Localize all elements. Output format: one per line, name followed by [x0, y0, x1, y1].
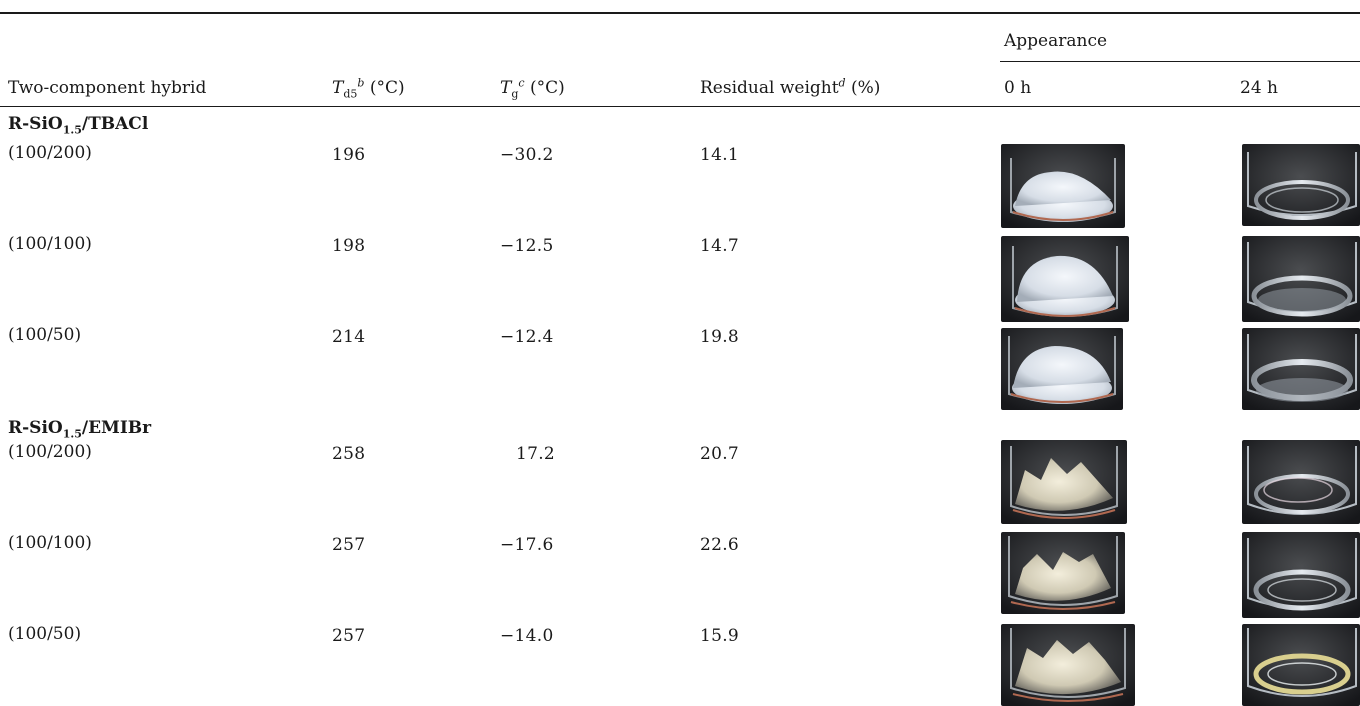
- tg-footnote: c: [518, 76, 525, 90]
- sample-photo-24h: [1242, 144, 1360, 226]
- sample-photo-0h: [1001, 328, 1123, 410]
- row-ratio: (100/50): [8, 325, 82, 345]
- row-residual: 14.1: [700, 145, 740, 165]
- row-ratio: (100/200): [8, 143, 92, 163]
- row-tg: −14.0: [500, 626, 554, 646]
- column-header-24h: 24 h: [1240, 78, 1278, 98]
- tg-subscript: g: [511, 87, 519, 101]
- group-title-suffix: /TBACl: [81, 114, 149, 134]
- tg-symbol: T: [500, 78, 512, 98]
- top-rule: [0, 12, 1360, 14]
- column-header-hybrid: Two-component hybrid: [8, 78, 207, 98]
- row-td5: 198: [332, 236, 366, 256]
- row-tg: 17.2: [516, 444, 556, 464]
- header-bottom-rule: [0, 106, 1360, 107]
- appearance-rule: [1000, 61, 1360, 62]
- row-residual: 22.6: [700, 535, 740, 555]
- row-residual: 20.7: [700, 444, 740, 464]
- td5-symbol: T: [332, 78, 344, 98]
- row-residual: 15.9: [700, 626, 740, 646]
- row-td5: 196: [332, 145, 366, 165]
- group-title-emibr: R-SiO1.5/EMIBr: [8, 418, 152, 441]
- tg-unit: (°C): [524, 78, 565, 98]
- group-title-prefix: R-SiO: [8, 114, 63, 134]
- sample-photo-24h: [1242, 440, 1360, 524]
- row-ratio: (100/50): [8, 624, 82, 644]
- row-ratio: (100/200): [8, 442, 92, 462]
- group-title-suffix: /EMIBr: [81, 418, 152, 438]
- group-title-prefix: R-SiO: [8, 418, 63, 438]
- group-title-subscript: 1.5: [62, 427, 82, 441]
- row-tg: −12.5: [500, 236, 554, 256]
- row-tg: −12.4: [500, 327, 554, 347]
- sample-photo-0h: [1001, 236, 1129, 322]
- row-td5: 257: [332, 626, 366, 646]
- sample-photo-24h: [1242, 328, 1360, 410]
- group-title-tbacl: R-SiO1.5/TBACl: [8, 114, 149, 137]
- row-residual: 19.8: [700, 327, 740, 347]
- row-td5: 214: [332, 327, 366, 347]
- td5-footnote: b: [357, 76, 365, 90]
- column-header-td5: Td5b (°C): [332, 76, 405, 101]
- row-residual: 14.7: [700, 236, 740, 256]
- column-header-0h: 0 h: [1004, 78, 1032, 98]
- row-tg: −30.2: [500, 145, 554, 165]
- residual-label: Residual weight: [700, 78, 839, 98]
- sample-photo-24h: [1242, 532, 1360, 618]
- residual-unit: (%): [845, 78, 881, 98]
- sample-photo-0h: [1001, 532, 1125, 614]
- sample-photo-0h: [1001, 440, 1127, 524]
- column-header-tg: Tgc (°C): [500, 76, 565, 101]
- sample-photo-0h: [1001, 144, 1125, 228]
- residual-footnote: d: [838, 76, 846, 90]
- td5-subscript: d5: [343, 87, 358, 101]
- sample-photo-24h: [1242, 624, 1360, 706]
- column-header-residual: Residual weightd (%): [700, 76, 881, 98]
- row-tg: −17.6: [500, 535, 554, 555]
- sample-photo-24h: [1242, 236, 1360, 322]
- row-td5: 257: [332, 535, 366, 555]
- sample-photo-0h: [1001, 624, 1135, 706]
- row-ratio: (100/100): [8, 533, 92, 553]
- appearance-header: Appearance: [1004, 31, 1108, 51]
- td5-unit: (°C): [364, 78, 405, 98]
- row-td5: 258: [332, 444, 366, 464]
- row-ratio: (100/100): [8, 234, 92, 254]
- group-title-subscript: 1.5: [62, 123, 82, 137]
